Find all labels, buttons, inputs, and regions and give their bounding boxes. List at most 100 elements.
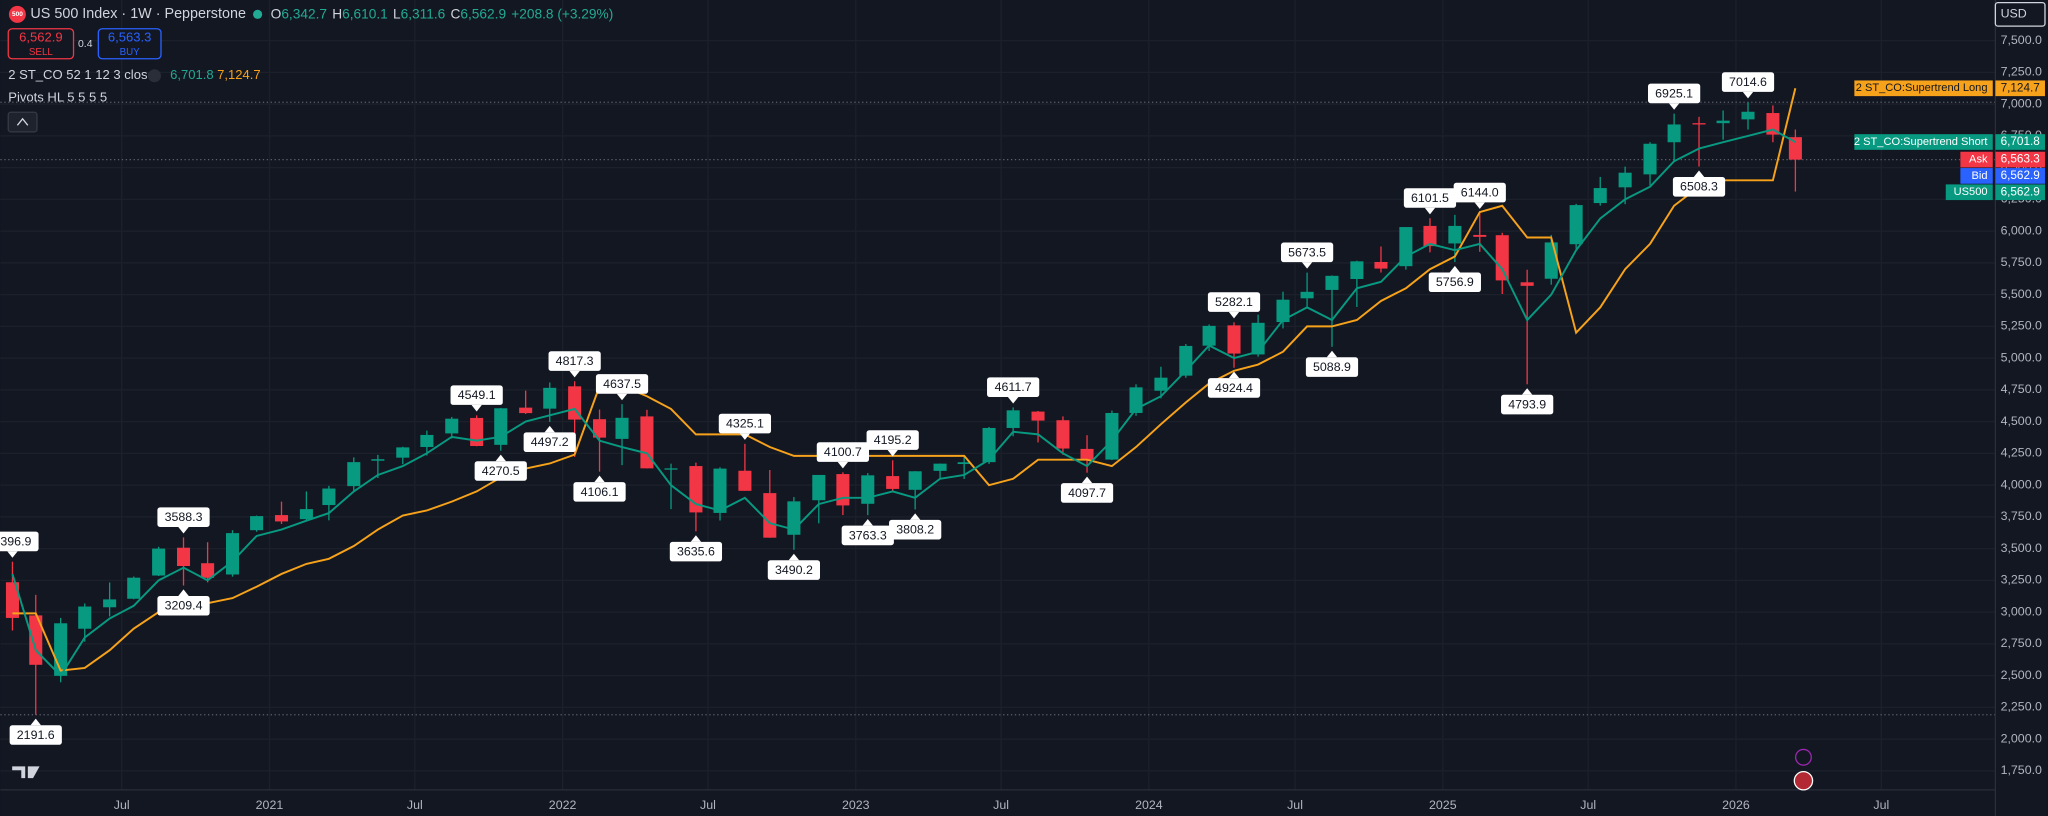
price-label-name: 2 ST_CO:Supertrend Long (1856, 82, 1988, 94)
x-tick-label: Jul (993, 798, 1009, 812)
candle-body (322, 488, 336, 506)
candle-body (957, 462, 971, 465)
pivot-label: 7014.6 (1729, 75, 1767, 89)
pivot-label-pointer (1326, 350, 1338, 358)
pivot-label-box (1280, 242, 1334, 263)
candle-body (225, 533, 240, 575)
pivot-label-box (1501, 394, 1554, 415)
y-tick-label: 4,750.0 (2001, 382, 2042, 396)
pivot-label-box (157, 507, 210, 527)
currency-button[interactable] (1994, 1, 2046, 27)
pivot-label: 4793.9 (1508, 397, 1546, 411)
candle-body (201, 563, 215, 578)
candle-body (371, 459, 385, 461)
candle-body (1716, 120, 1730, 124)
indicator-long-value: 7,124.7 (217, 67, 261, 82)
buy-label[interactable]: BUY (120, 47, 141, 58)
supertrend-line (12, 88, 1797, 672)
pivot-label: 5673.5 (1288, 245, 1326, 259)
symbol-logo-text: 500 (12, 11, 23, 18)
price-label-name-box (1945, 184, 1993, 201)
sell-price[interactable]: 6,562.9 (19, 29, 63, 44)
pivot-label: 4924.4 (1215, 381, 1253, 395)
candle-body (1423, 225, 1437, 247)
pivot-label-pointer (7, 551, 18, 558)
pivot-label-pointer (1521, 388, 1533, 395)
x-tick-label: Jul (1287, 798, 1303, 812)
y-tick-label: 2,750.0 (2001, 636, 2042, 650)
y-tick-label: 5,750.0 (2001, 255, 2042, 269)
candle-body (1520, 282, 1534, 286)
candle-body (1056, 420, 1070, 449)
pivot-label: 4637.5 (603, 377, 641, 391)
y-tick-label: 4,500.0 (2001, 414, 2042, 428)
candle-body (1154, 377, 1168, 391)
price-label-name-box (1960, 151, 1993, 168)
x-tick-label: Jul (1580, 798, 1596, 812)
y-tick-label: 5,500.0 (2001, 287, 2042, 301)
candle-body (1618, 172, 1632, 188)
tradingview-logo[interactable] (12, 766, 40, 779)
collapse-button[interactable] (7, 111, 38, 133)
candle-body (1227, 325, 1241, 354)
candle-body (299, 509, 313, 520)
pivot-label-pointer (1081, 476, 1093, 484)
candle-body (836, 474, 850, 506)
buy-button[interactable] (97, 28, 162, 60)
candle-body (250, 516, 264, 531)
x-tick-label: 2023 (842, 798, 870, 812)
candle-body (274, 515, 289, 522)
pivot-label: 4325.1 (726, 417, 764, 431)
pivot-label-pointer (1228, 311, 1240, 319)
y-tick-label: 4,250.0 (2001, 446, 2042, 460)
candle-body (982, 427, 996, 463)
candle-body (640, 416, 654, 469)
pivot-label-pointer (788, 553, 800, 561)
candle-body (861, 475, 875, 504)
candle-body (1495, 235, 1509, 281)
candle-body (1741, 111, 1755, 120)
pivot-label: 6144.0 (1461, 186, 1499, 200)
indicator-supertrend[interactable]: 2 ST_CO 52 1 12 3 close (8, 67, 155, 82)
price-label-name-box (1854, 134, 1993, 150)
pivot-label-box (1453, 182, 1506, 203)
candle-body (1350, 261, 1364, 280)
pivot-label-box (474, 461, 527, 481)
pivot-label-box (816, 442, 869, 462)
y-tick-label: 4,000.0 (2001, 477, 2042, 491)
pivot-label: 4106.1 (581, 485, 619, 499)
indicator-icon[interactable] (147, 69, 161, 83)
plot: 3396.9 3588.3 4549.1 4817.3 4637.5 4325.1 4100… (0, 72, 1996, 745)
pivot-label: 3396.9 (0, 534, 32, 548)
buy-price[interactable]: 6,563.3 (108, 29, 152, 44)
ohlc-part: 6,342.7 (281, 6, 327, 21)
economic-events-icon[interactable] (1793, 770, 1814, 791)
market-status[interactable] (253, 9, 263, 19)
pivot-label-box (1207, 292, 1261, 312)
pivot-label-pointer (1301, 262, 1313, 269)
ohlc-part: 6,562.9 (460, 6, 506, 21)
symbol-title[interactable]: US 500 Index · 1W · Pepperstone (30, 6, 246, 22)
candle-body (1006, 410, 1020, 428)
indicator-pivots[interactable]: Pivots HL 5 5 5 5 (8, 89, 107, 104)
sell-label[interactable]: SELL (29, 47, 53, 58)
pivot-label: 4549.1 (458, 388, 496, 402)
symbol-logo (8, 5, 26, 23)
candle-body (1766, 113, 1780, 135)
ohlc-part: 6,311.6 (401, 6, 446, 21)
alert-icon[interactable] (1794, 748, 1812, 766)
candle-body (1667, 124, 1681, 143)
candle-body (1473, 234, 1487, 237)
candle-body (519, 407, 533, 414)
pivot-label-box (841, 525, 894, 546)
x-tick-label: 2025 (1429, 798, 1457, 812)
pivot-label-box (1428, 272, 1481, 293)
y-tick-label: 1,750.0 (2001, 763, 2042, 777)
sell-button[interactable] (7, 28, 75, 60)
candle-body (152, 548, 166, 576)
y-tick-label: 5,000.0 (2001, 350, 2042, 364)
currency[interactable]: USD (2001, 7, 2027, 21)
candle-body (738, 470, 752, 491)
pivot-label-pointer (837, 461, 849, 469)
